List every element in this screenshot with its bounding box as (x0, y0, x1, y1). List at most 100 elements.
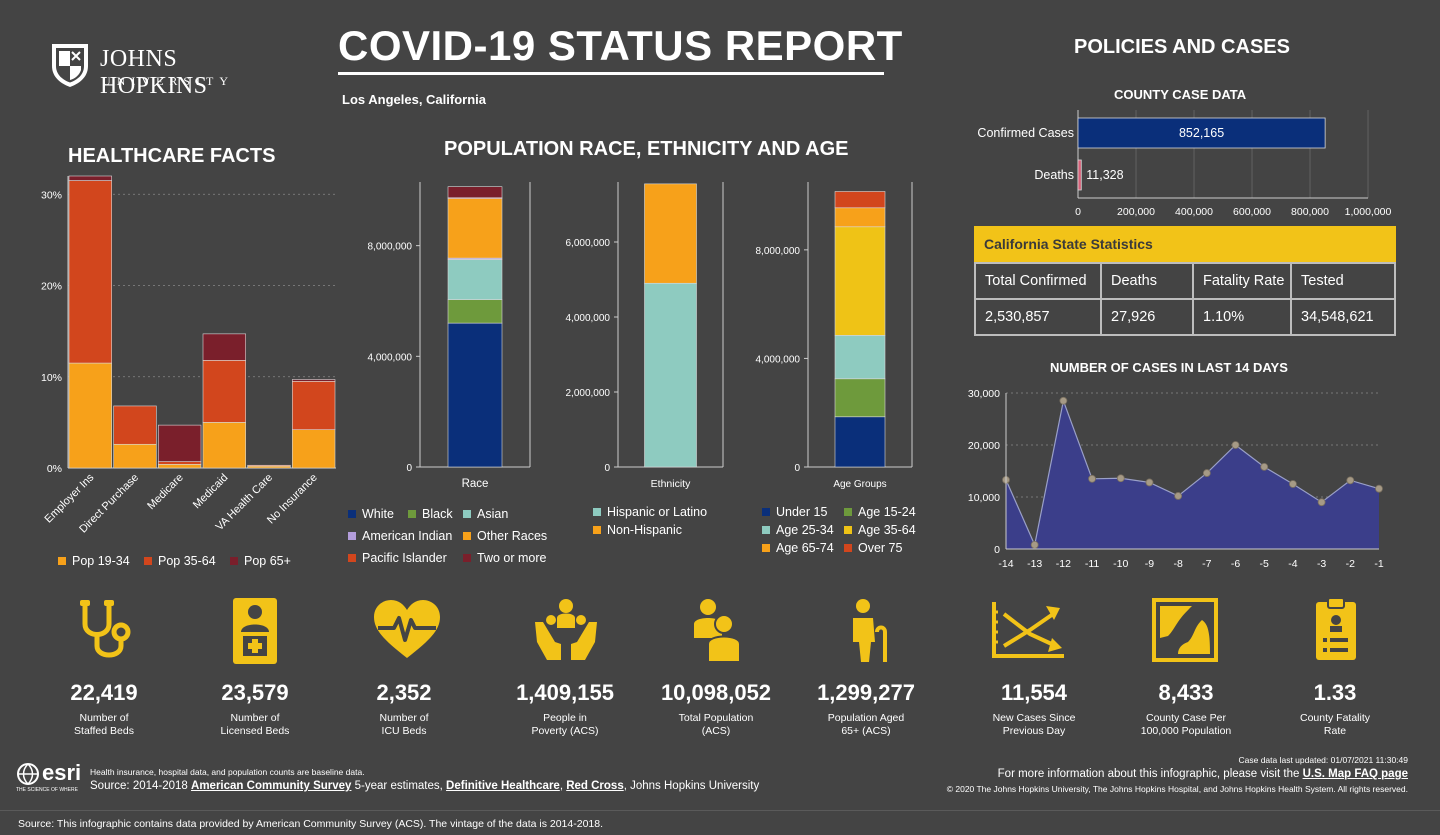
last-updated: Case data last updated: 01/07/2021 11:30… (1238, 755, 1408, 765)
population-icon (694, 599, 741, 662)
legend-item: Non-Hispanic (593, 523, 682, 537)
y-tick-label: 30% (41, 189, 62, 201)
y-tick-label: 4,000,000 (756, 354, 801, 365)
more-info-text: For more information about this infograp… (997, 768, 1303, 780)
bar-segment (644, 282, 697, 468)
y-tick-label: 30,000 (968, 388, 1000, 400)
county-map-icon (1152, 598, 1218, 662)
y-tick-label: 10,000 (968, 492, 1000, 504)
category-label: Confirmed Cases (977, 126, 1074, 140)
race-legend: White Black Asian American Indian Other Race… (348, 507, 558, 573)
definitive-healthcare-link[interactable]: Definitive Healthcare (446, 780, 560, 792)
x-tick-label: -13 (1027, 558, 1042, 570)
red-cross-link[interactable]: Red Cross (566, 780, 624, 792)
state-stats-title: California State Statistics (974, 226, 1396, 262)
legend-swatch (844, 543, 852, 552)
legend-item: Over 75 (844, 541, 902, 555)
y-tick-label: 20% (41, 281, 62, 293)
kpi-label: County Case Per 100,000 Population (1140, 712, 1232, 737)
legend-swatch (762, 543, 770, 552)
stethoscope-icon (80, 600, 131, 658)
source-prefix: Source: 2014-2018 (90, 780, 192, 792)
y-tick-label: 6,000,000 (566, 238, 611, 249)
x-tick-label: -12 (1056, 558, 1071, 570)
kpi-label: County Fatality Rate (1299, 712, 1371, 737)
bar-segment (447, 186, 503, 199)
esri-wordmark: esri (42, 760, 82, 785)
clipboard-icon (1316, 597, 1356, 660)
county-case-chart: 0 200,000 400,000 600,000 800,000 1,000,000 Co… (977, 110, 1392, 218)
legend-label: Pop 35-64 (158, 554, 216, 568)
kpi-label: Number of Licensed Beds (220, 712, 290, 737)
bar-segment (447, 259, 503, 300)
legend-swatch (593, 507, 601, 516)
data-point (1289, 480, 1297, 488)
hands-people-icon (535, 599, 597, 660)
data-point (1202, 469, 1211, 477)
legend-swatch (348, 531, 356, 540)
legend-item: Hispanic or Latino (593, 505, 707, 519)
state-stats-grid: Total Confirmed Deaths Fatality Rate Tes… (974, 262, 1396, 336)
bar-segment (644, 183, 697, 284)
legend-swatch (762, 525, 770, 534)
value-deaths: 27,926 (1100, 298, 1194, 336)
data-point (1030, 540, 1039, 549)
healthcare-title: HEALTHCARE FACTS (68, 145, 276, 167)
data-point (1260, 462, 1269, 471)
kpi-licensed-beds: 23,579 Number of Licensed Beds (185, 680, 325, 738)
x-tick-label: -4 (1288, 558, 1297, 570)
x-tick-label: -5 (1260, 558, 1269, 570)
y-tick-label: 20,000 (968, 440, 1000, 452)
legend-label: Under 15 (776, 505, 828, 519)
age-legend: Under 15 Age 15-24 Age 25-34 Age 35-64 Age 6… (762, 505, 942, 565)
logo-name: JOHNS HOPKINS (100, 46, 208, 99)
bar-segment (202, 360, 246, 423)
legend-swatch (144, 556, 152, 565)
elderly-icon (853, 599, 887, 662)
jhu-shield-icon (52, 44, 88, 87)
category-label: Medicare (145, 472, 185, 512)
page-title: COVID-19 STATUS REPORT (338, 22, 903, 69)
legend-swatch (463, 509, 471, 518)
bar (1077, 117, 1326, 149)
data-point (1059, 396, 1068, 405)
source-suffix: , Johns Hopkins University (623, 780, 760, 792)
header-fatality-rate: Fatality Rate (1192, 262, 1292, 300)
title-underline (338, 72, 884, 75)
jhu-logo: JOHNS HOPKINS UNIVERSITY (50, 40, 290, 99)
faq-link[interactable]: U.S. Map FAQ page (1302, 768, 1408, 780)
bar-segment (447, 322, 503, 468)
esri-tagline: THE SCIENCE OF WHERE (16, 787, 78, 793)
x-tick-label: -8 (1173, 558, 1182, 570)
legend-item: Pop 35-64 (144, 554, 216, 568)
kpi-label: People in Poverty (ACS) (531, 712, 599, 737)
age-chart: 0 4,000,000 8,000,000 Age Groups (756, 182, 913, 490)
bar-segment (68, 180, 112, 364)
kpi-label: Total Population (ACS) (678, 712, 754, 737)
data-point (1088, 474, 1096, 483)
x-tick-label: 600,000 (1233, 206, 1271, 218)
bar-segment (292, 379, 336, 382)
legend-item: Age 65-74 (762, 541, 834, 555)
bar-segment (247, 464, 291, 467)
y-tick-label: 4,000,000 (566, 313, 611, 324)
legend-item: Asian (463, 507, 508, 521)
bar-segment (834, 207, 886, 228)
category-label: Medicaid (191, 472, 231, 512)
kpi-icu-beds: 2,352 Number of ICU Beds (334, 680, 474, 738)
acs-link[interactable]: American Community Survey (191, 780, 352, 792)
ethnicity-chart: 0 2,000,000 4,000,000 6,000,000 Ethnicity (566, 182, 724, 490)
legend-label: Age 25-34 (776, 523, 834, 537)
data-point (1145, 478, 1154, 487)
bar-segment (292, 429, 336, 469)
x-tick-label: -3 (1317, 558, 1326, 570)
bar-segment (68, 362, 112, 469)
x-axis-label: Ethnicity (651, 478, 691, 490)
y-tick-label: 0 (604, 463, 610, 474)
x-tick-label: -7 (1202, 558, 1211, 570)
y-tick-label: 0 (406, 463, 412, 474)
legend-swatch (463, 553, 471, 562)
county-title: COUNTY CASE DATA (1114, 87, 1247, 102)
y-tick-label: 8,000,000 (368, 242, 413, 253)
kpi-total-population: 10,098,052 Total Population (ACS) (646, 680, 786, 738)
